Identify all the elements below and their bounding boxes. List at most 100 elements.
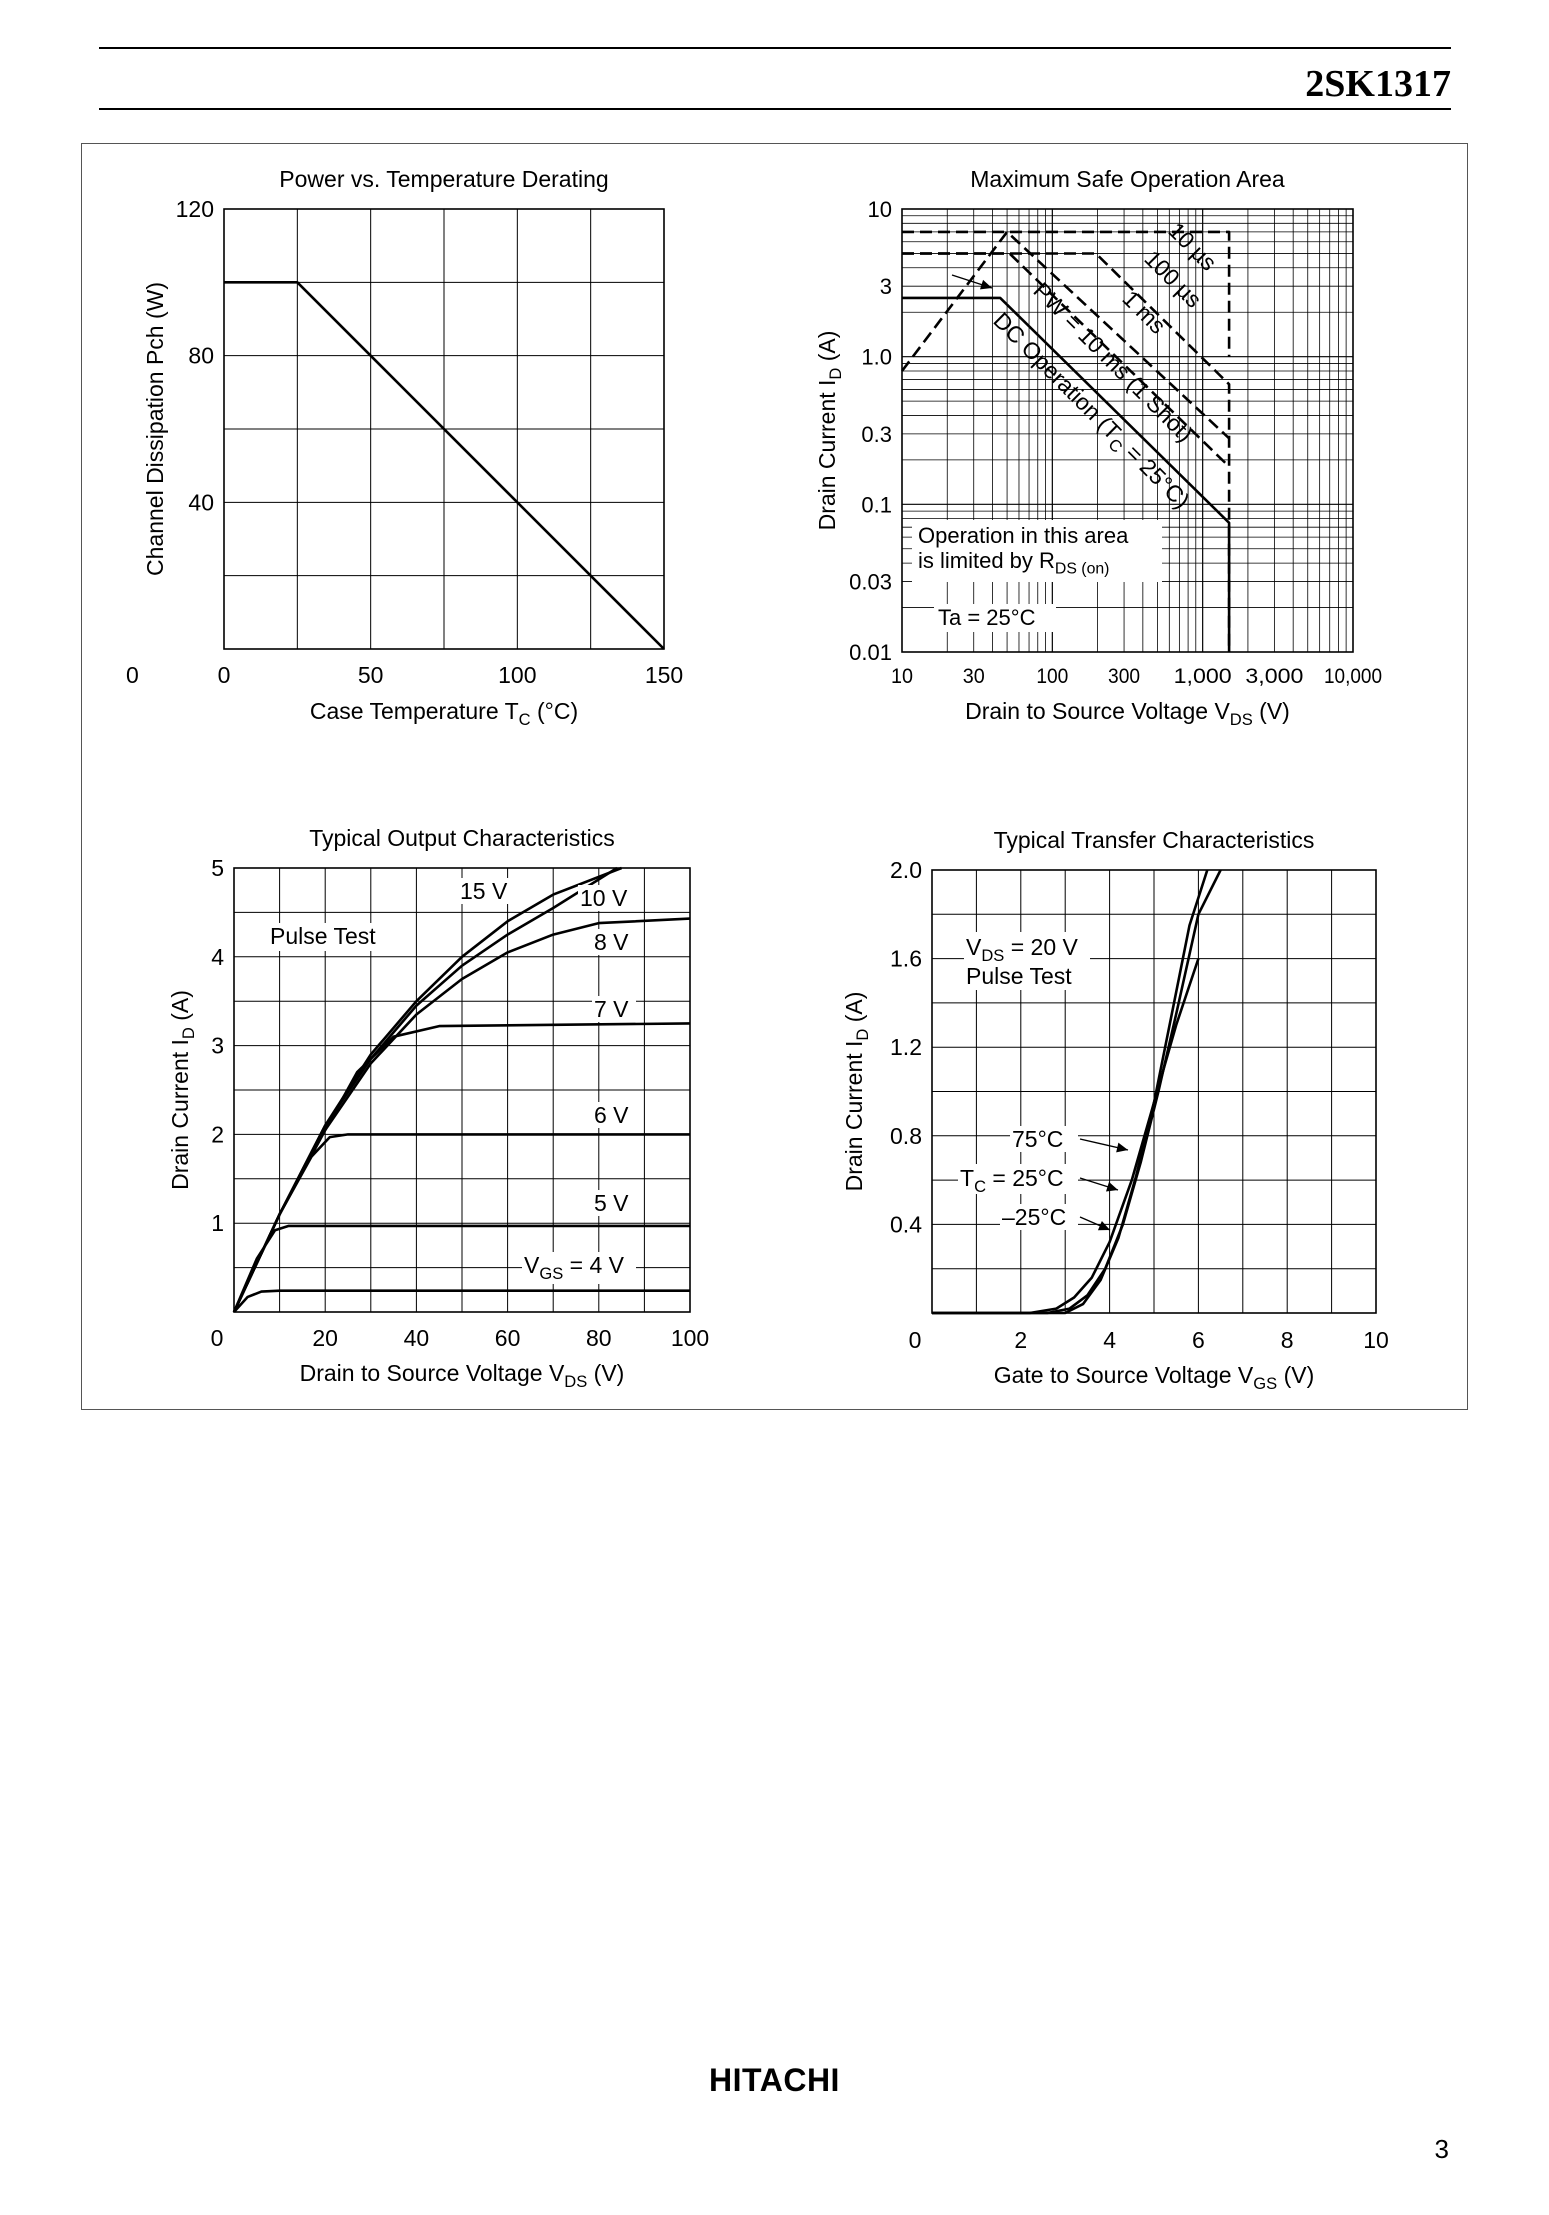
x-axis-label: Drain to Source Voltage VDS (V) — [300, 1360, 625, 1391]
y-tick-label: 10 — [868, 197, 892, 222]
plot-frame — [233, 867, 691, 1313]
label-background — [522, 1252, 636, 1284]
y-tick-label: 80 — [188, 343, 214, 369]
label-pulse-test: Pulse Test — [966, 963, 1072, 989]
x-tick-label: 100 — [671, 1325, 709, 1351]
y-tick-label: 0.4 — [890, 1211, 922, 1237]
subscript: GS — [539, 1264, 563, 1283]
subscript: DS — [564, 1372, 587, 1391]
x-tick-label: 1,000 — [1174, 665, 1232, 688]
y-tick-label: 0.01 — [849, 640, 892, 665]
y-tick-label: 5 — [211, 855, 224, 881]
subscript: DS — [1230, 710, 1253, 729]
plot-frame — [931, 869, 1377, 1314]
x-tick-label: 40 — [404, 1325, 430, 1351]
subscript: DS (on) — [1055, 561, 1110, 578]
chart-title: Maximum Safe Operation Area — [970, 166, 1285, 192]
x-tick-label: 50 — [358, 662, 384, 688]
subscript: D — [853, 1029, 872, 1041]
y-tick-label: 2 — [211, 1121, 224, 1147]
y-axis-label-text: Drain Current ID (A) — [167, 990, 198, 1190]
chart-transfer-characteristics: Typical Transfer Characteristics 0 2 4 6 8 10 0… — [841, 827, 1389, 1393]
y-axis-label: Drain Current ID (A) — [167, 990, 198, 1190]
header-rule-bottom — [99, 108, 1451, 110]
x-tick-label: 300 — [1108, 665, 1140, 688]
y-axis-label-text: Channel Dissipation Pch (W) — [142, 282, 168, 576]
x-tick-label: 6 — [1192, 1327, 1205, 1353]
text-run: Case Temperature T — [310, 698, 519, 724]
label-background — [578, 885, 636, 911]
brand-logo: HITACHI — [709, 2062, 840, 2098]
subscript: DS — [981, 946, 1004, 965]
x-tick-label: 150 — [645, 662, 683, 688]
arrow-head — [1106, 1181, 1118, 1192]
plot-frame — [901, 208, 1354, 653]
series-line-4 — [900, 230, 1230, 440]
y-axis-label: Drain Current ID (A) — [841, 992, 872, 1192]
subscript: D — [179, 1027, 198, 1039]
x-axis-label: Case Temperature TC (°C) — [310, 698, 578, 729]
label-background — [592, 929, 636, 955]
arrow-head — [1097, 1221, 1110, 1231]
x-tick-label: 10,000 — [1324, 665, 1382, 688]
text-run: = 25°C) — [1116, 435, 1195, 514]
header-rule-top — [99, 47, 1451, 49]
y-tick-label: 4 — [211, 944, 224, 970]
arrow-head — [979, 279, 992, 290]
label-vds-20v: VDS = 20 V — [966, 934, 1079, 965]
label-background — [964, 932, 1090, 990]
text-run: = 20 V — [1004, 934, 1078, 960]
label-7v: 7 V — [594, 996, 629, 1022]
x-tick-label: 80 — [586, 1325, 612, 1351]
y-tick-label: 0 — [126, 662, 139, 688]
x-tick-label: 100 — [498, 662, 536, 688]
text-run: = 4 V — [563, 1252, 624, 1278]
label-rds-line1: Operation in this area — [918, 523, 1129, 548]
label-background — [592, 1190, 636, 1216]
text-run: is limited by R — [918, 548, 1055, 573]
text-run: (A) — [167, 990, 193, 1027]
text-run: T — [960, 1165, 974, 1191]
chart-output-characteristics: Typical Output Characteristics 0 20 40 60 80 1… — [167, 825, 709, 1391]
label-6v: 6 V — [594, 1102, 629, 1128]
plot-frame — [223, 208, 665, 650]
text-run: = 25°C — [986, 1165, 1064, 1191]
subscript: C — [974, 1177, 986, 1196]
x-tick-label: 8 — [1281, 1327, 1294, 1353]
series-line-1 — [902, 230, 1231, 357]
series-line-vgs-5 — [232, 1133, 690, 1313]
page-number: 3 — [1434, 2134, 1449, 2164]
text-run: DC Operation (T — [988, 307, 1126, 445]
x-axis-label: Drain to Source Voltage VDS (V) — [965, 698, 1290, 729]
text-run: (A) — [841, 992, 867, 1029]
y-tick-label: 120 — [176, 196, 214, 222]
series-line-3 — [902, 252, 1231, 468]
y-axis-label-text: Drain Current ID (A) — [841, 992, 872, 1192]
x-tick-label: 30 — [963, 665, 985, 688]
x-tick-label: 60 — [495, 1325, 521, 1351]
text-run: (V) — [587, 1360, 624, 1386]
part-number: 2SK1317 — [1305, 63, 1451, 105]
label-5v: 5 V — [594, 1190, 629, 1216]
x-tick-label: 10 — [891, 665, 913, 688]
x-tick-label: 0 — [218, 662, 231, 688]
y-axis-label: Drain Current ID (A) — [814, 331, 845, 531]
y-tick-label: 2.0 — [890, 857, 922, 883]
text-run: V — [524, 1252, 540, 1278]
label-vgs-4v: VGS = 4 V — [524, 1252, 625, 1283]
chart-safe-operation-area: Maximum Safe Operation Area 10 30 100 300 1,0… — [814, 166, 1382, 729]
label-background — [912, 520, 1162, 582]
label-rds-line2: is limited by RDS (on) — [918, 548, 1109, 578]
series-line-vgs-6 — [232, 1224, 690, 1313]
text-run: Drain Current I — [841, 1041, 867, 1192]
text-run: (A) — [814, 331, 840, 368]
text-run: Drain to Source Voltage V — [300, 1360, 565, 1386]
text-run: Drain Current I — [167, 1039, 193, 1190]
text-run: Drain Current I — [814, 380, 840, 531]
text-run: (°C) — [531, 698, 579, 724]
y-tick-label: 3 — [880, 274, 892, 299]
label-background — [592, 996, 636, 1022]
x-tick-label: 10 — [1363, 1327, 1389, 1353]
y-tick-label: 1 — [211, 1210, 224, 1236]
